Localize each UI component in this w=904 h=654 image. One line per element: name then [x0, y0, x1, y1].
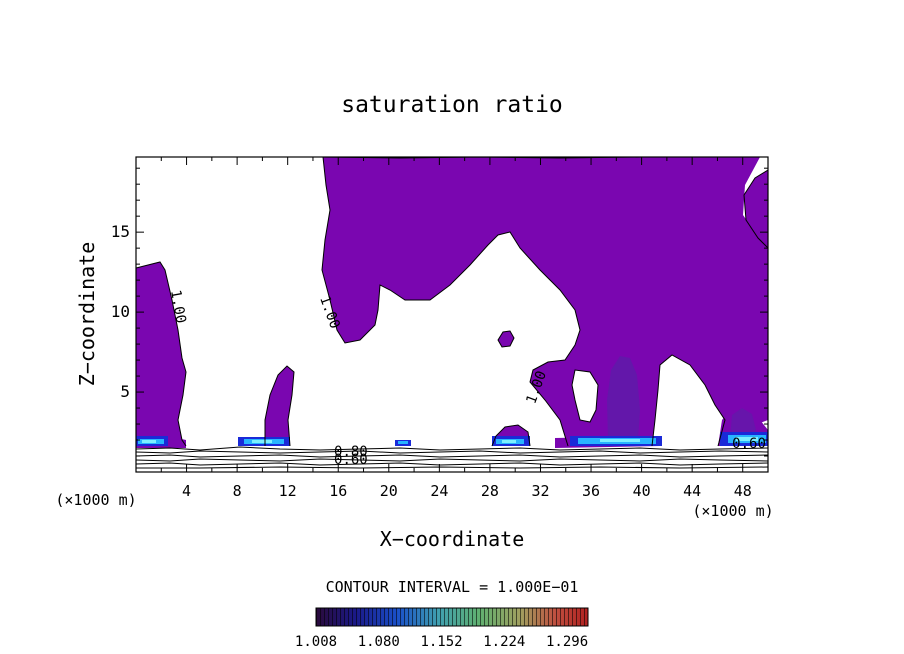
- x-tick-label: 20: [380, 482, 398, 500]
- plot-area: 1.00 1.001.000.800.600.60: [136, 157, 768, 472]
- colorbar-labels: 1.008 1.080 1.152 1.224 1.296: [295, 634, 588, 650]
- y-tick-label: 5: [120, 382, 130, 401]
- x-tick-label: 32: [531, 482, 549, 500]
- contour-label: 0.60: [732, 436, 766, 452]
- y-axis-unit: (×1000 m): [55, 491, 136, 509]
- x-tick-label: 8: [233, 482, 242, 500]
- x-axis-label: X−coordinate: [380, 527, 525, 551]
- y-tick-label: 15: [111, 222, 130, 241]
- x-tick-label: 48: [734, 482, 752, 500]
- colorbar-label: 1.224: [483, 634, 525, 650]
- fill-deep-column: [607, 356, 640, 440]
- x-tick-label: 28: [481, 482, 499, 500]
- y-axis-ticks: 5 10 15: [111, 167, 768, 457]
- plot-frame: [135, 156, 769, 473]
- x-axis-unit: (×1000 m): [692, 502, 773, 520]
- contour-label: 0.60: [334, 452, 368, 468]
- contour-label: 1.00: [167, 289, 189, 325]
- fill-region-blob-29: [498, 331, 514, 347]
- contour-interval: CONTOUR INTERVAL = 1.000E−01: [326, 578, 579, 596]
- x-tick-label: 4: [182, 482, 191, 500]
- colorbar-stripes: [316, 608, 588, 626]
- fill-region-upper: [322, 157, 768, 446]
- fill-region-plume-10: [265, 366, 294, 446]
- colorbar: [315, 607, 589, 627]
- x-tick-label: 24: [430, 482, 448, 500]
- x-tick-label: 12: [279, 482, 297, 500]
- fill-region-right-lower: [572, 370, 598, 422]
- contour-label: 0.80: [334, 444, 368, 460]
- colorbar-label: 1.152: [420, 634, 462, 650]
- y-tick-label: 10: [111, 302, 130, 321]
- chart-title: saturation ratio: [341, 92, 563, 118]
- x-tick-label: 36: [582, 482, 600, 500]
- x-tick-label: 16: [329, 482, 347, 500]
- x-axis-ticks: 4 8 12 16 20 24 28 32 36 40 44 48: [160, 157, 752, 500]
- y-axis-label: Z−coordinate: [75, 242, 99, 387]
- x-tick-label: 40: [633, 482, 651, 500]
- x-tick-label: 44: [683, 482, 701, 500]
- contour-lines: [136, 157, 768, 469]
- colorbar-label: 1.008: [295, 634, 337, 650]
- cloud-base-highs: [136, 432, 768, 446]
- colorbar-label: 1.080: [358, 634, 400, 650]
- colorbar-frame: [315, 607, 589, 627]
- colorbar-label: 1.296: [546, 634, 588, 650]
